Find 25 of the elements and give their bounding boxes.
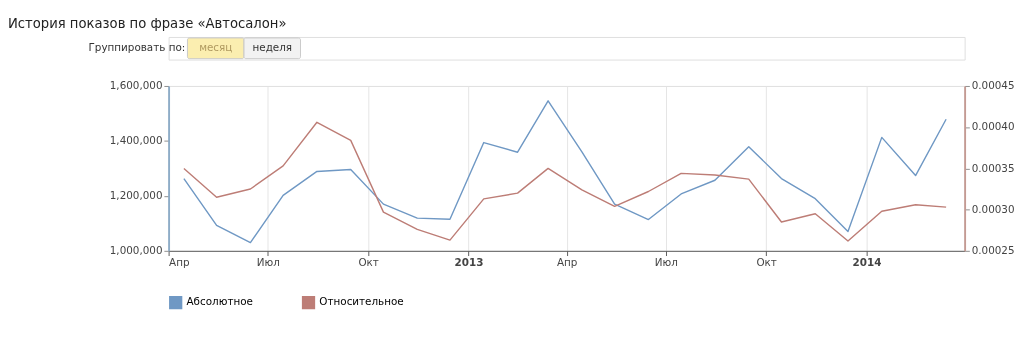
y2-tick-label: 0.00040 bbox=[971, 120, 1015, 133]
chart-title: История показов по фразе «Автосалон» bbox=[8, 16, 287, 32]
legend-label: Относительное bbox=[319, 295, 404, 308]
x-tick-label: 2013 bbox=[454, 256, 484, 269]
y2-tick-label: 0.00035 bbox=[971, 161, 1015, 174]
legend-label: Абсолютное bbox=[186, 295, 253, 308]
text: месяц bbox=[199, 41, 233, 54]
y-tick-label: 1,200,000 bbox=[109, 189, 163, 202]
y-tick-label: 1,600,000 bbox=[109, 79, 163, 92]
x-tick-label: 2014 bbox=[852, 256, 882, 269]
y-tick-label: 1,400,000 bbox=[109, 134, 163, 147]
x-tick-label: Июл bbox=[654, 256, 678, 269]
y-tick-label: 1,000,000 bbox=[109, 244, 163, 257]
y2-tick-label: 0.00030 bbox=[971, 202, 1015, 215]
x-tick-label: Окт bbox=[358, 256, 379, 269]
x-tick-label: Окт bbox=[756, 256, 777, 269]
x-tick-label: Апр bbox=[556, 256, 578, 269]
x-tick-label: Июл bbox=[256, 256, 280, 269]
y2-tick-label: 0.00025 bbox=[971, 244, 1015, 257]
line-series bbox=[183, 121, 947, 242]
line-series bbox=[183, 100, 947, 244]
y2-tick-label: 0.00045 bbox=[971, 79, 1015, 92]
text: неделя bbox=[252, 41, 293, 54]
text: Группировать по: bbox=[88, 41, 186, 54]
x-tick-label: Апр bbox=[169, 256, 190, 269]
